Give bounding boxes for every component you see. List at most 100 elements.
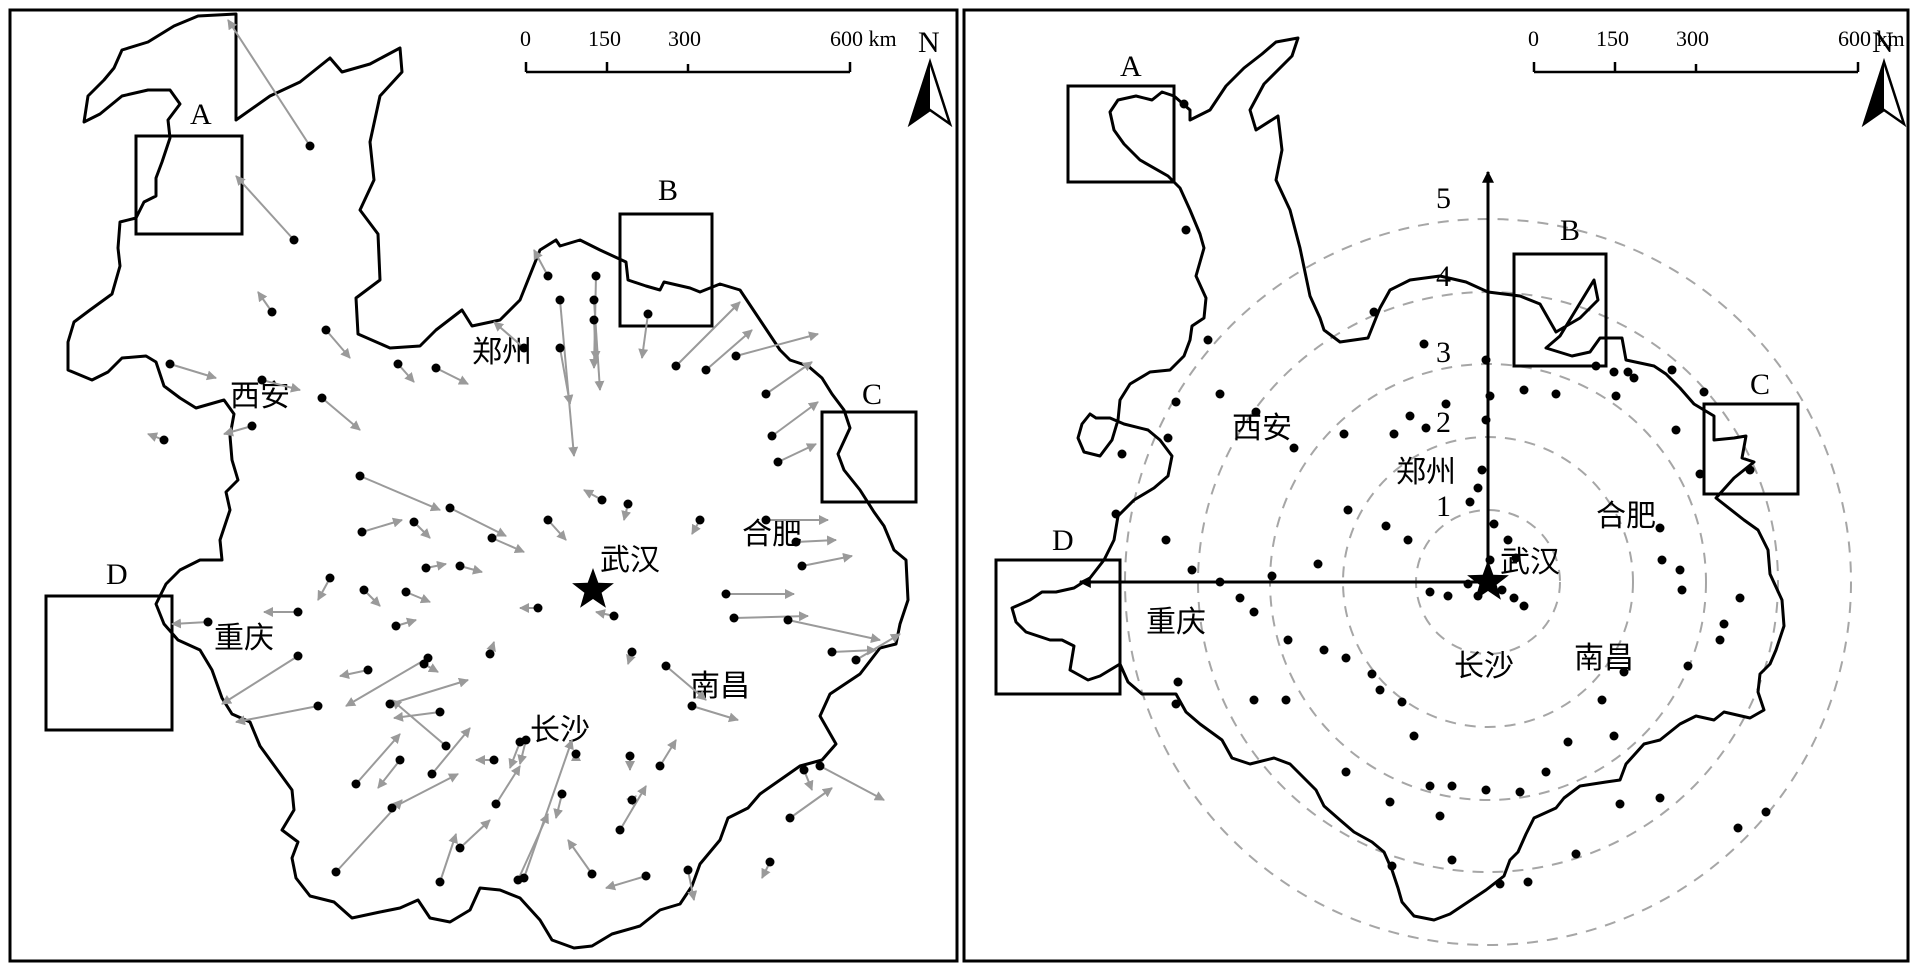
flow-arrow xyxy=(533,249,549,277)
left-north-arrow-icon: N xyxy=(907,26,953,128)
flow-arrow xyxy=(733,611,809,622)
right-box-labels: A B C D xyxy=(1052,50,1770,557)
scale-tick-0: 0 xyxy=(520,26,531,51)
city-dot xyxy=(1179,99,1189,109)
r-box-label-d: D xyxy=(1052,524,1074,557)
city-dot xyxy=(521,735,531,745)
city-dot xyxy=(555,295,565,305)
city-dot xyxy=(641,871,651,881)
ring-labels: 1 2 3 4 5 xyxy=(1436,182,1451,523)
city-dot xyxy=(351,779,361,789)
city-dot xyxy=(293,651,303,661)
right-box-d xyxy=(994,558,1122,696)
city-dot xyxy=(289,235,299,245)
r-scale-tick-600: 600 km xyxy=(1838,26,1905,51)
city-dot xyxy=(1519,601,1529,611)
r-scale-tick-300: 300 xyxy=(1676,26,1709,51)
flow-arrow xyxy=(675,301,741,367)
wuhan-star-icon xyxy=(572,568,614,608)
city-dot xyxy=(257,375,267,385)
left-region-outline xyxy=(66,12,910,950)
city-dot xyxy=(543,271,553,281)
flow-arrow xyxy=(435,367,469,385)
city-dot xyxy=(1181,225,1191,235)
city-dot xyxy=(1203,335,1213,345)
city-dot xyxy=(1745,465,1755,475)
flow-arrow xyxy=(439,833,458,883)
city-dot xyxy=(1667,365,1677,375)
city-dot xyxy=(623,499,633,509)
city-dot xyxy=(1629,373,1639,383)
r-city-xian: 西安 xyxy=(1232,411,1292,446)
flow-arrow xyxy=(261,379,301,393)
box-label-b: B xyxy=(658,174,678,207)
city-dot xyxy=(427,769,437,779)
ring-label-2: 2 xyxy=(1436,406,1451,439)
city-dot xyxy=(687,701,697,711)
city-dot xyxy=(387,803,397,813)
flow-arrow xyxy=(345,657,429,707)
city-dot xyxy=(325,573,335,583)
box-a xyxy=(134,134,244,236)
city-dot xyxy=(1609,731,1619,741)
flow-arrow xyxy=(559,299,579,457)
city-dot xyxy=(1495,879,1505,889)
city-dot xyxy=(1215,577,1225,587)
city-dot xyxy=(321,325,331,335)
city-dot xyxy=(441,741,451,751)
city-dot xyxy=(589,295,599,305)
city-dot xyxy=(1341,653,1351,663)
city-dot xyxy=(1657,555,1667,565)
city-dot xyxy=(331,867,341,877)
city-dot xyxy=(851,655,861,665)
city-dot xyxy=(293,607,303,617)
city-dot xyxy=(533,603,543,613)
city-dot xyxy=(1249,695,1259,705)
flow-arrow xyxy=(831,645,877,656)
right-region-outline xyxy=(1010,36,1786,922)
city-dot xyxy=(1591,361,1601,371)
box-d xyxy=(44,594,174,732)
city-dot xyxy=(1485,555,1495,565)
city-wuhan: 武汉 xyxy=(600,543,660,578)
city-dot xyxy=(643,309,653,319)
city-dot xyxy=(1619,667,1629,677)
flow-arrow xyxy=(789,787,833,819)
city-dot xyxy=(783,615,793,625)
flow-arrow xyxy=(391,773,459,809)
city-dot xyxy=(1403,535,1413,545)
city-dot xyxy=(591,271,601,281)
city-dot xyxy=(683,865,693,875)
city-dot xyxy=(729,613,739,623)
city-zhengzhou: 郑州 xyxy=(472,335,532,370)
city-dot xyxy=(815,761,825,771)
flow-arrow xyxy=(235,705,319,726)
city-dot xyxy=(1425,781,1435,791)
flow-arrow xyxy=(431,727,471,775)
flow-arrow xyxy=(171,618,209,629)
flow-arrow xyxy=(389,677,469,705)
city-dot xyxy=(1171,699,1181,709)
city-dot xyxy=(1677,585,1687,595)
city-dot xyxy=(721,589,731,599)
city-dot xyxy=(435,707,445,717)
city-dot xyxy=(1563,737,1573,747)
city-dot xyxy=(431,363,441,373)
flow-arrow xyxy=(339,669,369,680)
city-dot xyxy=(1385,797,1395,807)
city-dot xyxy=(1623,367,1633,377)
city-dot xyxy=(1551,389,1561,399)
right-north-arrow-icon: N xyxy=(1861,26,1907,128)
city-dot xyxy=(1187,565,1197,575)
left-panel-frame xyxy=(8,8,959,963)
city-dot xyxy=(1481,415,1491,425)
city-dot xyxy=(1387,861,1397,871)
left-scale-bar: 0 150 300 600 km xyxy=(520,26,897,74)
city-dot xyxy=(1117,449,1127,459)
city-dot xyxy=(1675,565,1685,575)
r-scale-tick-150: 150 xyxy=(1596,26,1629,51)
flow-arrow xyxy=(359,475,441,512)
right-city-labels: 西安 郑州 合肥 武汉 重庆 长沙 南昌 xyxy=(1146,411,1656,684)
left-city-labels: 西安 郑州 合肥 武汉 重庆 长沙 南昌 xyxy=(214,335,802,748)
